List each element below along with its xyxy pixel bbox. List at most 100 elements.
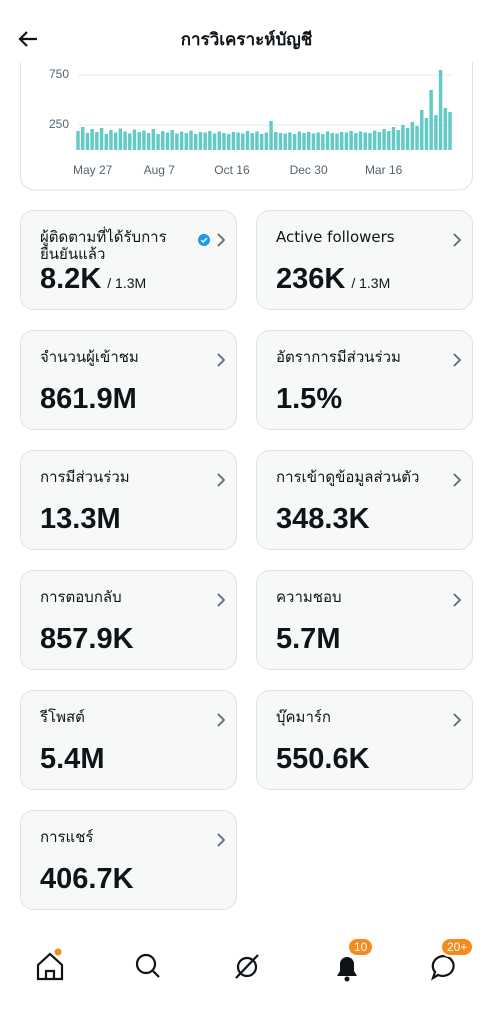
metric-card[interactable]: การตอบกลับ 857.9K bbox=[20, 570, 237, 670]
bar bbox=[170, 130, 174, 150]
bar bbox=[222, 133, 226, 150]
bar bbox=[316, 132, 320, 150]
bar bbox=[132, 129, 137, 150]
back-button[interactable] bbox=[16, 27, 40, 51]
bar bbox=[349, 131, 353, 150]
metric-card[interactable]: Active followers 236K / 1.3M bbox=[256, 210, 473, 310]
metric-card[interactable]: อัตราการมีส่วนร่วม 1.5% bbox=[256, 330, 473, 430]
bottom-nav: 10 20+ bbox=[0, 925, 493, 1024]
bar bbox=[278, 133, 283, 150]
card-value: 348.3K bbox=[276, 503, 370, 536]
card-title: การมีส่วนร่วม bbox=[40, 468, 130, 486]
value: 13.3M bbox=[40, 503, 121, 535]
card-value: 550.6K bbox=[276, 743, 370, 776]
message-badge: 20+ bbox=[440, 937, 475, 957]
total: / 1.3M bbox=[351, 275, 391, 291]
notifications-tab[interactable] bbox=[337, 957, 357, 982]
bar bbox=[203, 132, 207, 150]
bar bbox=[118, 128, 123, 150]
home-tab[interactable] bbox=[36, 948, 64, 981]
bar bbox=[245, 131, 250, 150]
bar bbox=[297, 131, 302, 150]
badge-check bbox=[200, 237, 208, 244]
bar bbox=[146, 133, 151, 150]
bar bbox=[415, 126, 419, 150]
bar bbox=[165, 132, 170, 150]
bar bbox=[217, 131, 222, 150]
bar bbox=[226, 134, 231, 150]
bar bbox=[358, 131, 363, 150]
bar bbox=[339, 132, 344, 150]
bar bbox=[208, 131, 212, 150]
bar bbox=[151, 129, 156, 150]
metric-card[interactable]: การมีส่วนร่วม 13.3M bbox=[20, 450, 237, 550]
bar bbox=[420, 110, 424, 150]
card-value: 1.5% bbox=[276, 383, 342, 416]
bar bbox=[142, 130, 146, 150]
bar bbox=[161, 131, 165, 150]
chevron bbox=[453, 593, 462, 607]
bar bbox=[90, 129, 94, 150]
bar bbox=[405, 128, 410, 150]
x-tick-label: Oct 16 bbox=[214, 163, 250, 177]
bar bbox=[80, 127, 85, 150]
bar bbox=[179, 131, 184, 150]
metric-card[interactable]: ผู้ติดตามที่ได้รับการยืนยันแล้ว 8.2K / 1.3… bbox=[20, 210, 237, 310]
card-value: 5.4M bbox=[40, 743, 104, 776]
card-title: จำนวนผู้เข้าชม bbox=[40, 348, 139, 366]
value: 861.9M bbox=[40, 383, 137, 415]
bar bbox=[410, 122, 415, 150]
bar bbox=[109, 130, 113, 150]
bar bbox=[311, 133, 316, 150]
bar bbox=[198, 132, 203, 150]
value: 5.4M bbox=[40, 743, 105, 775]
page-title: การวิเคราะห์บัญชี bbox=[180, 30, 313, 50]
card-value: 5.7M bbox=[276, 623, 340, 656]
bar bbox=[325, 131, 330, 150]
chevron bbox=[453, 473, 462, 487]
bar bbox=[189, 130, 193, 150]
y-tick-label: 250 bbox=[49, 117, 69, 131]
chevron-path bbox=[217, 833, 226, 847]
bar bbox=[283, 133, 287, 150]
card-title: การตอบกลับ bbox=[40, 588, 122, 606]
bar bbox=[231, 132, 236, 150]
bar bbox=[391, 127, 396, 150]
metric-card[interactable]: บุ๊คมาร์ก 550.6K bbox=[256, 690, 473, 790]
x-tick-label: Mar 16 bbox=[365, 163, 403, 177]
metric-card[interactable]: การแชร์ 406.7K bbox=[20, 810, 237, 910]
card-title: บุ๊คมาร์ก bbox=[276, 708, 332, 726]
bar bbox=[387, 131, 391, 150]
search-tab[interactable] bbox=[135, 953, 160, 978]
value: 8.2K bbox=[40, 263, 102, 295]
grok-tab[interactable] bbox=[235, 954, 259, 979]
card-value: 406.7K bbox=[40, 863, 134, 896]
chevron-path bbox=[217, 473, 226, 487]
bar bbox=[292, 134, 297, 150]
bar bbox=[259, 134, 264, 150]
metric-card[interactable]: รีโพสต์ 5.4M bbox=[20, 690, 237, 790]
bar bbox=[156, 134, 160, 150]
metric-card[interactable]: การเข้าดูข้อมูลส่วนตัว 348.3K bbox=[256, 450, 473, 550]
value: 857.9K bbox=[40, 623, 134, 655]
chevron bbox=[217, 473, 226, 487]
metric-card[interactable]: ความชอบ 5.7M bbox=[256, 570, 473, 670]
bar bbox=[372, 130, 377, 150]
chevron-path bbox=[453, 353, 462, 367]
bar bbox=[354, 133, 358, 150]
bar bbox=[288, 132, 292, 150]
bar bbox=[396, 130, 400, 150]
x-tick-label: May 27 bbox=[73, 163, 113, 177]
chevron bbox=[453, 353, 462, 367]
value: 406.7K bbox=[40, 863, 134, 895]
metric-card[interactable]: จำนวนผู้เข้าชม 861.9M bbox=[20, 330, 237, 430]
chevron-path bbox=[453, 593, 462, 607]
bar bbox=[443, 108, 448, 150]
bar bbox=[448, 112, 452, 150]
messages-tab[interactable] bbox=[431, 954, 455, 981]
bar bbox=[255, 131, 259, 150]
card-title: ความชอบ bbox=[276, 588, 342, 606]
bar bbox=[113, 132, 118, 150]
card-value: 857.9K bbox=[40, 623, 134, 656]
